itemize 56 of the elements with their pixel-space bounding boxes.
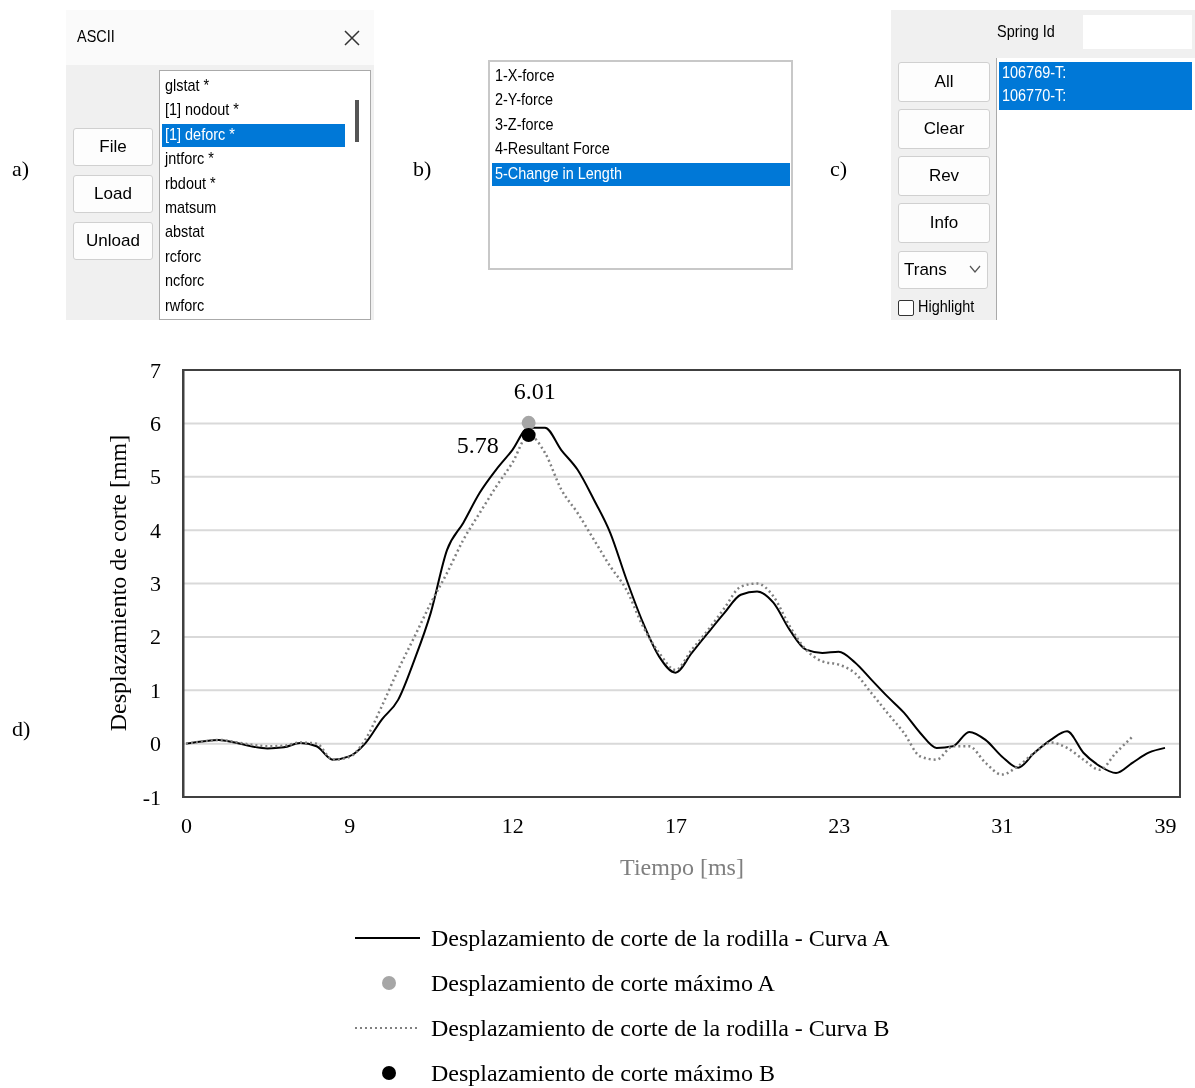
text: a) (12, 156, 30, 182)
x-tick-label: 17 (665, 812, 687, 838)
y-tick-label: 4 (150, 517, 161, 543)
text: Unload (73, 222, 153, 260)
x-tick-label: 12 (501, 812, 524, 838)
text: 106769-T: (1002, 63, 1067, 83)
text: abstat (165, 222, 205, 243)
x-tick-label: 39 (1154, 812, 1177, 838)
text: jntforc * (165, 149, 214, 170)
x-tick-label: 0 (181, 812, 192, 838)
text: matsum (165, 198, 217, 218)
legend-label: Desplazamiento de corte máximo B (431, 1060, 775, 1086)
text: All (898, 62, 990, 102)
y-tick-label: 0 (150, 731, 161, 757)
text: rwforc (165, 295, 205, 316)
text: Info (898, 203, 990, 243)
x-tick-label: 31 (991, 812, 1014, 838)
text: 4-Resultant Force (495, 139, 610, 160)
y-tick-label: 3 (150, 571, 161, 597)
legend-label: Desplazamiento de corte de la rodilla - Curva A (431, 925, 891, 951)
text: Trans (898, 251, 988, 289)
y-axis-title: Desplazamiento de corte [mm] (105, 434, 131, 732)
y-tick-label: -1 (142, 784, 161, 810)
text: 2-Y-force (495, 90, 554, 111)
legend-label: Desplazamiento de corte máximo A (431, 970, 776, 996)
data-label: 6.01 (513, 377, 556, 404)
text: Rev (898, 156, 990, 196)
text: [1] nodout * (165, 100, 239, 121)
text: rcforc (165, 246, 202, 267)
text: glstat * (165, 76, 210, 96)
text: Spring Id (997, 22, 1055, 42)
text: b) (413, 156, 432, 182)
text: d) (12, 716, 31, 741)
data-label: 5.78 (456, 432, 499, 459)
text: ncforc (165, 271, 205, 292)
text: 1-X-force (495, 66, 555, 86)
text: 106770-T: (1002, 86, 1067, 106)
y-tick-label: 7 (150, 357, 161, 383)
y-tick-label: 6 (150, 410, 161, 436)
text: Highlight (918, 297, 975, 317)
text: rbdout * (165, 173, 216, 194)
text: [1] deforc * (165, 124, 235, 145)
legend-label: Desplazamiento de corte de la rodilla - Curva B (431, 1015, 890, 1041)
x-axis-title: Tiempo [ms] (620, 854, 744, 880)
text: ASCII (77, 27, 115, 47)
y-tick-label: 2 (150, 624, 161, 650)
text: c) (830, 156, 848, 182)
text: 5-Change in Length (495, 163, 622, 184)
text: 3-Z-force (495, 114, 554, 135)
text: Load (73, 175, 153, 213)
y-tick-label: 5 (150, 464, 161, 490)
x-tick-label: 23 (828, 812, 851, 838)
text: Clear (898, 109, 990, 149)
x-tick-label: 9 (344, 812, 356, 838)
text: File (73, 128, 153, 166)
y-tick-label: 1 (150, 677, 161, 703)
